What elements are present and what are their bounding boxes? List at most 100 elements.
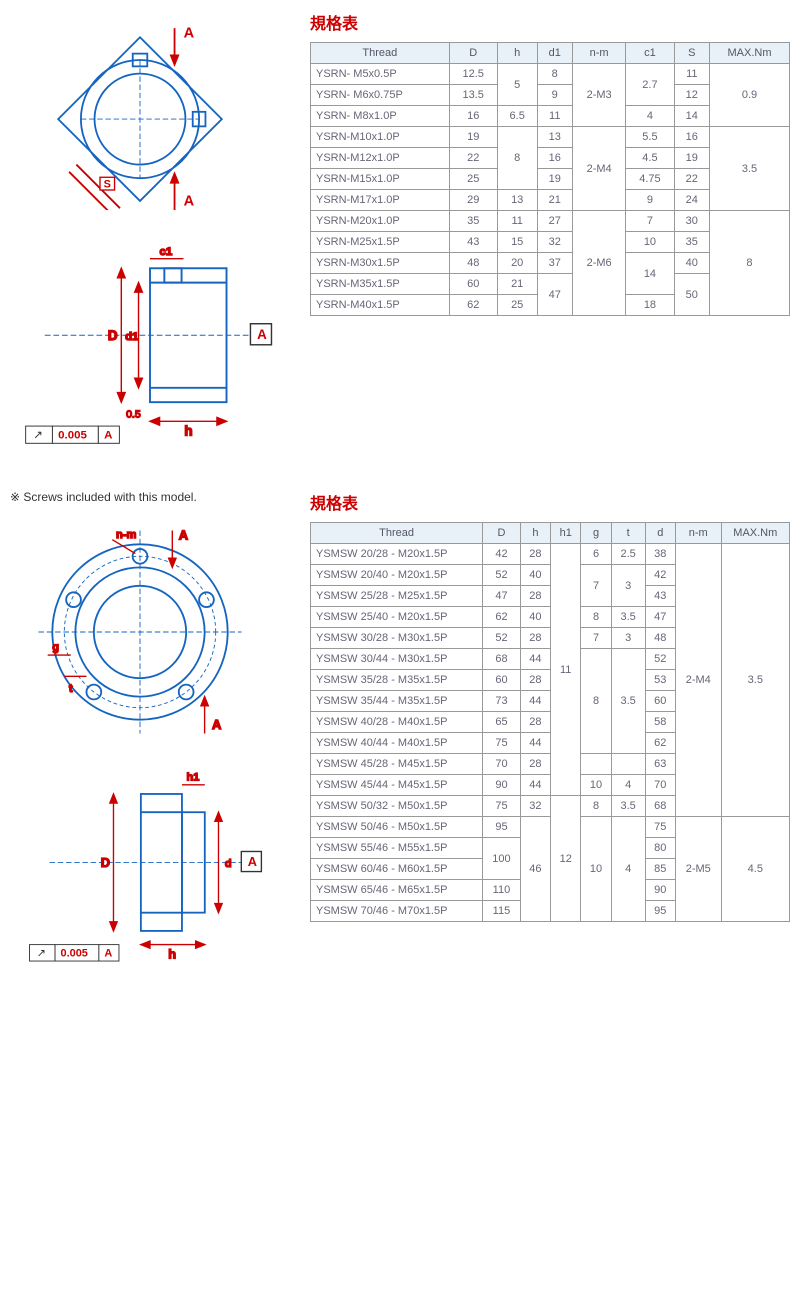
label-a-bottom: A bbox=[184, 193, 195, 209]
table-cell: 48 bbox=[645, 628, 675, 649]
diagram-col-1: A A S c1 bbox=[10, 10, 310, 450]
table-cell: 62 bbox=[483, 607, 521, 628]
table-cell: 115 bbox=[483, 901, 521, 922]
col-thread: Thread bbox=[311, 43, 450, 64]
table-cell: 6.5 bbox=[497, 106, 537, 127]
table-cell: 19 bbox=[674, 148, 709, 169]
table-cell: 12 bbox=[674, 85, 709, 106]
table-cell: 44 bbox=[520, 649, 550, 670]
table-cell: 68 bbox=[645, 796, 675, 817]
col-h: h bbox=[497, 43, 537, 64]
table-cell: 100 bbox=[483, 838, 521, 880]
table-cell: 5.5 bbox=[626, 127, 674, 148]
table-cell: YSMSW 45/28 - M45x1.5P bbox=[311, 754, 483, 775]
table-cell: 50 bbox=[674, 274, 709, 316]
table-cell: 7 bbox=[626, 211, 674, 232]
table-cell: 35 bbox=[449, 211, 497, 232]
spec-table-1: Thread D h d1 n-m c1 S MAX.Nm YSRN- M5x0… bbox=[310, 42, 790, 316]
table-cell: 44 bbox=[520, 691, 550, 712]
table-cell: 11 bbox=[674, 64, 709, 85]
label-g: g bbox=[52, 641, 59, 653]
table-cell: 35 bbox=[674, 232, 709, 253]
col-c1: c1 bbox=[626, 43, 674, 64]
table-cell: 10 bbox=[626, 232, 674, 253]
table-cell: 37 bbox=[537, 253, 572, 274]
table-cell: 53 bbox=[645, 670, 675, 691]
col-d2: d bbox=[645, 523, 675, 544]
table-header-row: Thread D h h1 g t d n-m MAX.Nm bbox=[311, 523, 790, 544]
tol-symbol-2: ↗ bbox=[37, 947, 46, 959]
table-row: YSRN-M10x1.0P198132-M45.5163.5 bbox=[311, 127, 790, 148]
table-cell: 60 bbox=[449, 274, 497, 295]
col-nm: n-m bbox=[675, 523, 721, 544]
table-cell: YSMSW 25/28 - M25x1.5P bbox=[311, 586, 483, 607]
table-cell: 60 bbox=[645, 691, 675, 712]
table-cell: 2-M5 bbox=[675, 817, 721, 922]
table-cell: 3.5 bbox=[721, 544, 789, 817]
table-cell: 2-M4 bbox=[675, 544, 721, 817]
tol-symbol: ↗ bbox=[33, 430, 43, 442]
label-a2-bot: A bbox=[212, 717, 221, 732]
col-h: h bbox=[520, 523, 550, 544]
svg-text:0.5: 0.5 bbox=[126, 408, 141, 420]
table-cell: 10 bbox=[581, 817, 611, 922]
table-cell: 2.7 bbox=[626, 64, 674, 106]
table-cell: YSMSW 35/44 - M35x1.5P bbox=[311, 691, 483, 712]
table-cell: 73 bbox=[483, 691, 521, 712]
col-s: S bbox=[674, 43, 709, 64]
tol-value-2: 0.005 bbox=[61, 947, 88, 959]
table-cell: 70 bbox=[483, 754, 521, 775]
section-title-1: 規格表 bbox=[310, 10, 790, 34]
table-cell: YSRN-M17x1.0P bbox=[311, 190, 450, 211]
table-cell: 16 bbox=[537, 148, 572, 169]
col-d: D bbox=[449, 43, 497, 64]
table-row: YSMSW 20/28 - M20x1.5P42281162.5382-M43.… bbox=[311, 544, 790, 565]
label-d2: D bbox=[101, 855, 110, 870]
table-cell: 13.5 bbox=[449, 85, 497, 106]
table-cell: 40 bbox=[520, 607, 550, 628]
datum-a2: A bbox=[248, 854, 257, 869]
table-cell: 25 bbox=[497, 295, 537, 316]
table-cell: YSRN-M15x1.0P bbox=[311, 169, 450, 190]
table-cell: 4 bbox=[611, 817, 645, 922]
col-t: t bbox=[611, 523, 645, 544]
table-cell: 60 bbox=[483, 670, 521, 691]
table-col-2: 規格表 Thread D h h1 g t d n-m MAX.Nm YSMSW… bbox=[310, 490, 790, 922]
table-cell: 8 bbox=[497, 127, 537, 190]
table-cell: YSMSW 45/44 - M45x1.5P bbox=[311, 775, 483, 796]
table-cell: 4.5 bbox=[721, 817, 789, 922]
diagram-2-bottom: h1 D d h A ↗ bbox=[10, 762, 290, 972]
table-row: YSRN-M20x1.0P3511272-M67308 bbox=[311, 211, 790, 232]
table-cell: 12.5 bbox=[449, 64, 497, 85]
section-title-2: 規格表 bbox=[310, 490, 790, 514]
diagram-1-bottom: c1 D d1 h 0.5 A bbox=[10, 230, 290, 450]
table-cell: 0.9 bbox=[709, 64, 789, 127]
label-nm2: n-m bbox=[116, 529, 136, 541]
table-cell: 62 bbox=[449, 295, 497, 316]
diagram-2-top: A n-m g t A bbox=[10, 512, 290, 752]
col-d: D bbox=[483, 523, 521, 544]
table-cell: 43 bbox=[449, 232, 497, 253]
table-cell: 75 bbox=[483, 733, 521, 754]
table-cell: 85 bbox=[645, 859, 675, 880]
table-cell: YSRN-M35x1.5P bbox=[311, 274, 450, 295]
table-cell: 44 bbox=[520, 775, 550, 796]
table-cell: 6 bbox=[581, 544, 611, 565]
table-cell bbox=[611, 754, 645, 775]
col-nm: n-m bbox=[572, 43, 625, 64]
table-cell: 70 bbox=[645, 775, 675, 796]
table-cell: YSMSW 55/46 - M55x1.5P bbox=[311, 838, 483, 859]
table-cell: 47 bbox=[537, 274, 572, 316]
col-g: g bbox=[581, 523, 611, 544]
screws-note: ※ Screws included with this model. bbox=[10, 490, 290, 504]
table-cell: YSRN- M8x1.0P bbox=[311, 106, 450, 127]
table-cell: 14 bbox=[626, 253, 674, 295]
table-cell: 13 bbox=[537, 127, 572, 148]
table-cell: 30 bbox=[674, 211, 709, 232]
table-cell: YSMSW 50/32 - M50x1.5P bbox=[311, 796, 483, 817]
table-cell: 52 bbox=[483, 628, 521, 649]
label-s: S bbox=[104, 178, 111, 190]
table-cell: 28 bbox=[520, 628, 550, 649]
label-d1: d1 bbox=[125, 331, 139, 343]
table-cell: 3.5 bbox=[709, 127, 789, 211]
